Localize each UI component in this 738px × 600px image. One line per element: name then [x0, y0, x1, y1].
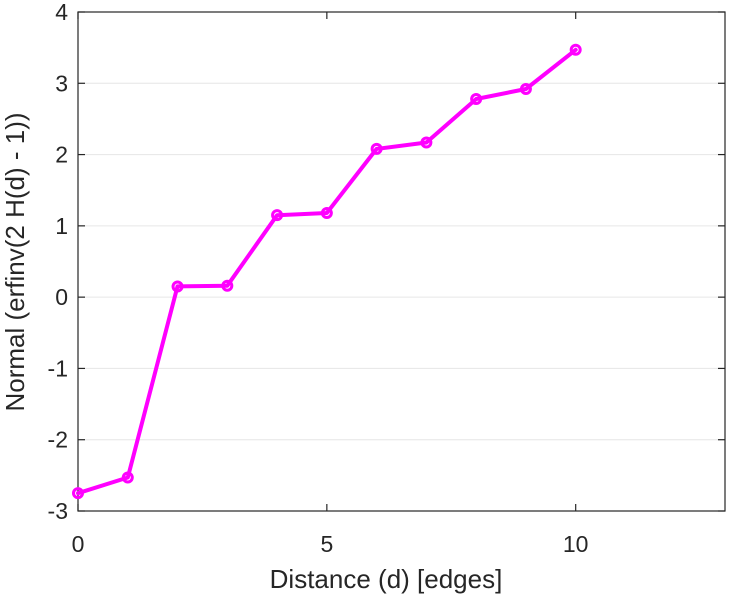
data-point	[420, 136, 433, 149]
x-tick-label: 10	[563, 531, 589, 557]
x-tick-label: 5	[320, 531, 333, 557]
y-tick-label: -3	[48, 498, 68, 524]
plot-area-frame	[77, 11, 726, 512]
data-point	[470, 92, 483, 105]
y-tick-label: -1	[48, 355, 68, 381]
data-point	[519, 82, 532, 95]
series-line	[76, 47, 578, 496]
y-tick-label: 2	[55, 142, 68, 168]
y-tick-label: 1	[55, 213, 68, 239]
y-tick-label: 3	[55, 70, 68, 96]
data-point	[221, 279, 234, 292]
y-axis-label: Normal (erfinv(2 H(d) - 1))	[0, 112, 30, 411]
x-tick-label: 0	[72, 531, 85, 557]
data-point	[271, 209, 284, 222]
data-point	[72, 487, 84, 500]
series-layer	[72, 43, 582, 500]
data-point	[569, 43, 582, 56]
grid	[78, 82, 725, 441]
x-axis-label: Distance (d) [edges]	[270, 564, 503, 594]
y-tick-label: -2	[48, 427, 68, 453]
axis-ticks: -3 -2 -1 0 1 2 3 4 0 5 10	[48, 0, 725, 557]
y-tick-label: 0	[55, 284, 68, 310]
data-point	[171, 280, 184, 293]
data-point	[121, 471, 134, 484]
data-point	[370, 142, 383, 155]
data-point	[320, 207, 333, 220]
y-tick-label: 4	[55, 0, 68, 25]
